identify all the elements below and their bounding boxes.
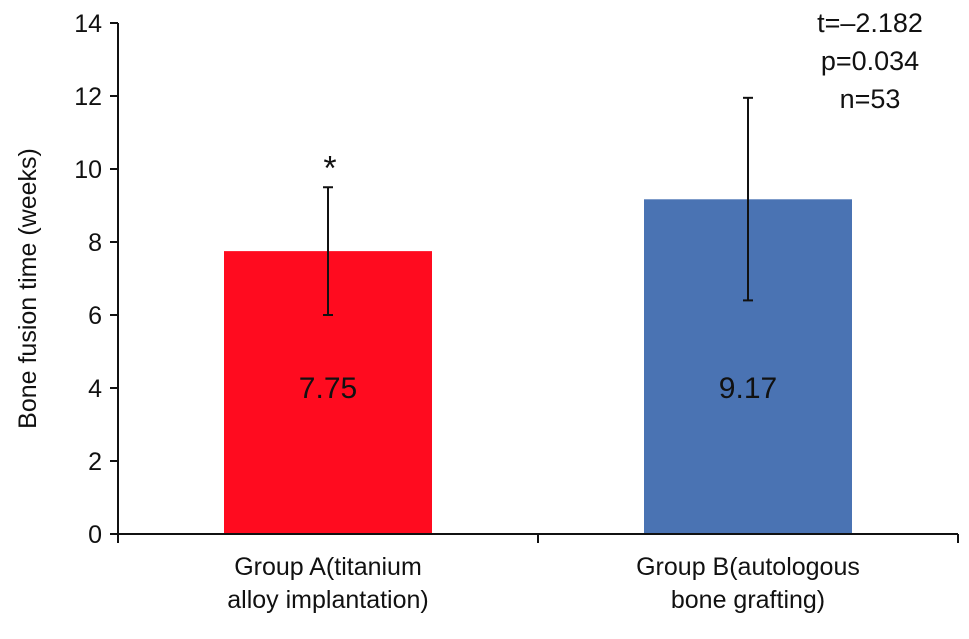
significance-marker-1: * [323,149,336,187]
y-tick-label-14: 14 [74,10,102,38]
data-label-2: 9.17 [719,372,777,405]
y-tick-label-2: 2 [88,448,102,476]
category-label-1-line-2: alloy implantation) [227,586,429,614]
y-axis-title: Bone fusion time (weeks) [14,148,42,429]
category-label-2-line-2: bone grafting) [671,586,825,614]
y-tick-label-10: 10 [74,156,102,184]
chart-axes [110,22,959,543]
stat-annotation-2: p=0.034 [821,46,919,76]
y-tick-label-12: 12 [74,83,102,111]
category-label-2-line-1: Group B(autologous [636,553,860,581]
data-label-1: 7.75 [299,372,357,405]
y-tick-label-4: 4 [88,375,102,403]
y-tick-label-8: 8 [88,229,102,257]
stat-annotation-1: t=–2.182 [817,8,923,38]
y-tick-label-6: 6 [88,302,102,330]
chart-text: 7.75 Group A(titanium alloy implantation) 9… [14,8,923,614]
category-label-1-line-1: Group A(titanium [234,553,422,581]
chart-marks [224,96,852,535]
stat-annotation-3: n=53 [840,84,901,114]
y-tick-label-0: 0 [88,521,102,549]
